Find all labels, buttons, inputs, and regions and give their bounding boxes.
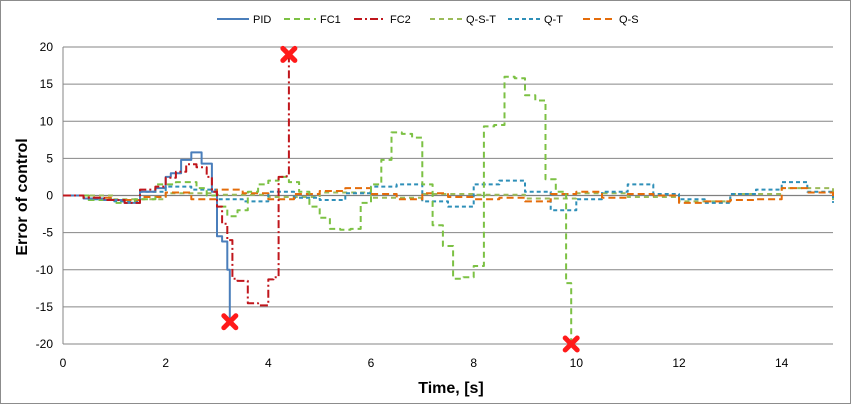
y-tick-label: 5 bbox=[46, 151, 53, 165]
series-line-pid bbox=[63, 151, 233, 323]
series-lines bbox=[63, 54, 834, 344]
x-axis-title: Time, [s] bbox=[418, 380, 484, 397]
x-tick-label: 6 bbox=[368, 356, 375, 370]
x-tick-label: 0 bbox=[60, 356, 67, 370]
x-tick-labels: 0 2 4 6 8 10 12 14 bbox=[60, 356, 789, 370]
x-tick-label: 2 bbox=[162, 356, 169, 370]
legend-label: PID bbox=[253, 14, 271, 26]
legend-label: FC2 bbox=[390, 14, 411, 26]
y-tick-label: 20 bbox=[40, 40, 54, 54]
x-tick-label: 14 bbox=[775, 356, 789, 370]
legend-label: FC1 bbox=[320, 14, 341, 26]
y-tick-labels: 20 15 10 5 0 -5 -10 -15 -20 bbox=[36, 40, 54, 351]
y-tick-label: 10 bbox=[40, 114, 54, 128]
legend-item-pid: PID bbox=[217, 14, 271, 26]
failure-marker-pid bbox=[221, 313, 239, 331]
legend-label: Q-S-T bbox=[466, 14, 496, 26]
y-tick-label: -5 bbox=[42, 226, 53, 240]
legend-item-q-t: Q-T bbox=[508, 14, 563, 26]
failure-marker-fc1 bbox=[562, 335, 580, 353]
legend-item-fc1: FC1 bbox=[284, 14, 341, 26]
y-tick-label: -15 bbox=[36, 300, 54, 314]
y-tick-label: -10 bbox=[36, 263, 54, 277]
legend-label: Q-T bbox=[544, 14, 563, 26]
failure-marker-cross bbox=[562, 335, 580, 353]
legend-item-fc2: FC2 bbox=[354, 14, 411, 26]
series-line-q-t bbox=[63, 179, 834, 212]
legend-label: Q-S bbox=[619, 14, 639, 26]
y-tick-label: 15 bbox=[40, 77, 54, 91]
failure-marker-cross bbox=[221, 313, 239, 331]
legend: PID FC1 FC2 Q-S-T Q-T Q-S bbox=[217, 14, 639, 26]
series-line-q-s bbox=[63, 187, 834, 204]
x-tick-label: 12 bbox=[672, 356, 686, 370]
series-line-fc2 bbox=[63, 54, 290, 307]
failure-markers bbox=[221, 45, 580, 353]
x-tick-label: 8 bbox=[470, 356, 477, 370]
y-tick-label: -20 bbox=[36, 337, 54, 351]
legend-item-q-s-t: Q-S-T bbox=[430, 14, 496, 26]
x-tick-label: 10 bbox=[570, 356, 584, 370]
grid-lines bbox=[62, 46, 833, 345]
y-tick-label: 0 bbox=[46, 189, 53, 203]
y-axis-title: Error of control bbox=[14, 138, 31, 255]
legend-item-q-s: Q-S bbox=[583, 14, 639, 26]
failure-marker-cross bbox=[280, 45, 298, 63]
x-tick-label: 4 bbox=[265, 356, 272, 370]
failure-marker-fc2 bbox=[280, 45, 298, 63]
series-line-fc1 bbox=[63, 75, 573, 344]
